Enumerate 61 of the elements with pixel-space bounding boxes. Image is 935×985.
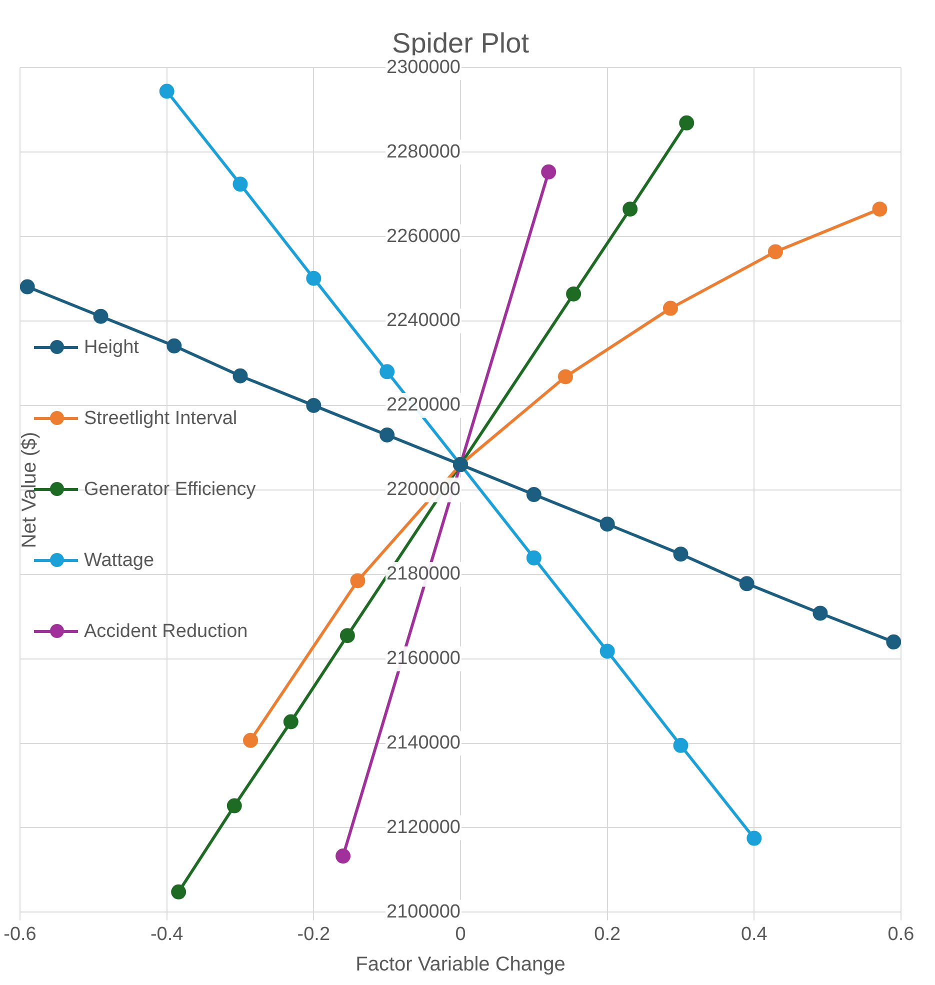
x-tick-label: 0.4 <box>740 924 768 945</box>
y-tick-label: 2260000 <box>386 226 460 247</box>
point <box>600 516 615 532</box>
point <box>673 546 688 562</box>
y-tick-label: 2220000 <box>386 394 460 416</box>
point <box>768 244 783 260</box>
point <box>340 628 355 644</box>
point <box>812 606 828 621</box>
point <box>679 115 694 130</box>
point <box>166 338 182 354</box>
point <box>243 732 258 748</box>
y-tick-label: 2280000 <box>386 141 460 162</box>
y-axis-title: Net Value ($) <box>18 432 42 548</box>
point <box>226 798 242 814</box>
point <box>93 308 108 324</box>
point <box>350 573 366 588</box>
chart-title: Spider Plot <box>392 28 530 59</box>
legend-label: Height <box>84 336 139 359</box>
y-tick-label: 2180000 <box>386 564 460 585</box>
y-tick-label: 2120000 <box>386 816 460 838</box>
x-tick-label: 0.2 <box>594 924 621 945</box>
point <box>886 634 901 650</box>
y-tick-label: 2140000 <box>386 732 460 754</box>
point <box>622 202 638 217</box>
legend-label: Accident Reduction <box>84 620 248 643</box>
point <box>20 279 35 294</box>
y-tick-label: 2240000 <box>386 310 460 332</box>
y-tick-label: 2160000 <box>386 648 460 670</box>
x-tick-label: -0.4 <box>150 924 184 945</box>
point <box>306 398 322 413</box>
x-tick-label: 0.6 <box>888 924 914 945</box>
point <box>336 848 351 864</box>
point <box>232 176 248 192</box>
point <box>673 738 688 753</box>
point <box>283 714 298 730</box>
legend-label: Wattage <box>84 550 154 572</box>
point <box>746 830 762 846</box>
y-tick-label: 2100000 <box>386 901 460 922</box>
point <box>541 164 556 180</box>
point <box>526 550 542 566</box>
point <box>380 428 395 442</box>
point <box>526 487 542 502</box>
x-tick-label: -0.6 <box>4 924 36 945</box>
point <box>171 884 186 900</box>
point <box>306 270 322 286</box>
y-tick-label: 2300000 <box>386 56 460 78</box>
legend-label: Generator Efficiency <box>84 478 256 501</box>
point <box>159 84 174 99</box>
point <box>872 202 888 217</box>
legend-label: Streetlight Interval <box>84 408 238 430</box>
point <box>232 368 248 384</box>
point <box>600 644 615 659</box>
point <box>380 364 395 380</box>
point <box>739 576 754 592</box>
point <box>558 369 573 384</box>
x-tick-label: 0 <box>455 924 466 945</box>
y-tick-label: 2200000 <box>386 479 460 500</box>
point <box>566 286 582 302</box>
x-tick-label: -0.2 <box>297 924 330 945</box>
x-axis-title: Factor Variable Change <box>356 954 566 976</box>
point <box>662 300 678 316</box>
